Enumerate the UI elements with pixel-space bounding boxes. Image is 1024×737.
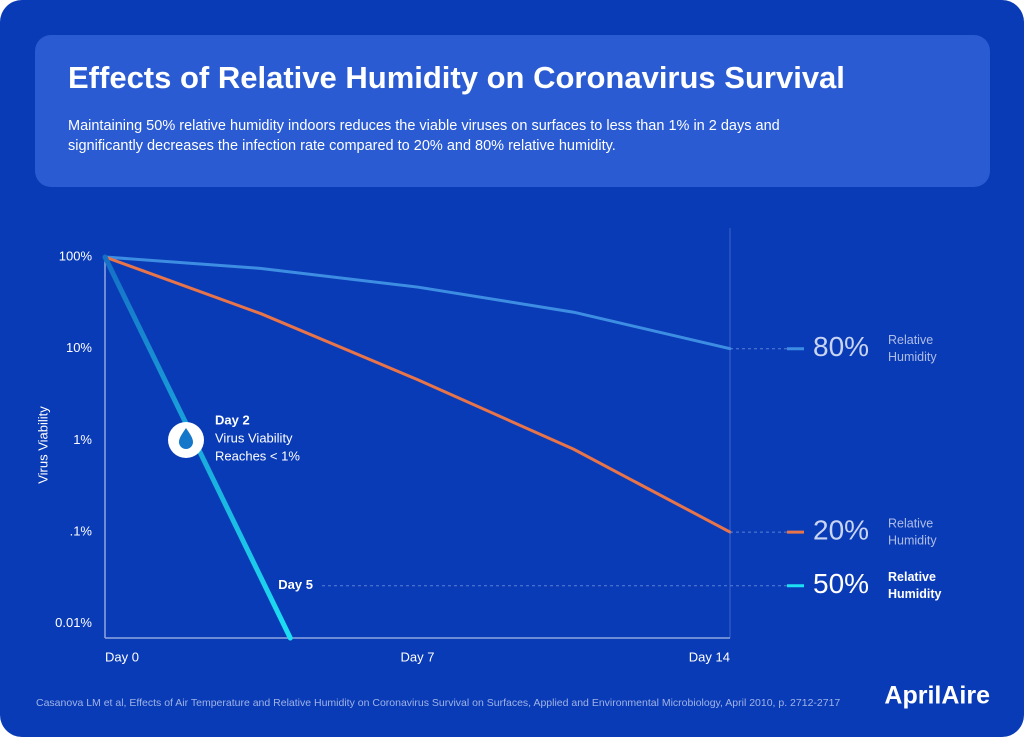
y-tick-label: 0.01%: [55, 615, 92, 630]
annotation-text: Reaches < 1%: [215, 448, 300, 463]
legend-label: Relative: [888, 516, 933, 530]
subtitle-box: Maintaining 50% relative humidity indoor…: [68, 118, 780, 154]
brand-logo: AprilAire: [884, 682, 990, 710]
source: Casanova LM et al, Effects of Air Temper…: [36, 697, 840, 709]
y-tick-label: .1%: [70, 524, 93, 539]
legend-label: Humidity: [888, 587, 942, 601]
legend-label: Humidity: [888, 350, 937, 364]
y-axis-label: Virus Viability: [35, 406, 50, 484]
x-tick-label: Day 7: [401, 649, 435, 664]
subtitle: Maintaining 50% relative humidity indoor…: [68, 118, 780, 154]
level-note: Day 5: [278, 577, 313, 592]
legend-label: 50%: [813, 568, 869, 599]
chart-title: Effects of Relative Humidity on Coronavi…: [68, 60, 845, 95]
legend-label: 20%: [813, 514, 869, 545]
x-tick-label: Day 0: [105, 649, 139, 664]
y-tick-label: 100%: [59, 248, 93, 263]
legend-label: Relative: [888, 333, 933, 347]
series-line: [103, 255, 732, 351]
annotation-title: Day 2: [215, 412, 250, 427]
y-tick-label: 10%: [66, 340, 92, 355]
series-line: [103, 255, 732, 534]
legend-label: Relative: [888, 570, 936, 584]
legend-label: 80%: [813, 331, 869, 362]
y-tick-label: 1%: [73, 432, 92, 447]
drop-icon: [179, 428, 193, 449]
plot: 100% 10% 1% .1% 0.01% Day 0 Day 7 Day 14 80% Rela…: [55, 248, 941, 664]
annotation-text: Virus Viability: [215, 430, 293, 445]
x-tick-label: Day 14: [689, 649, 730, 664]
header-box: [35, 35, 990, 187]
legend-label: Humidity: [888, 533, 937, 547]
